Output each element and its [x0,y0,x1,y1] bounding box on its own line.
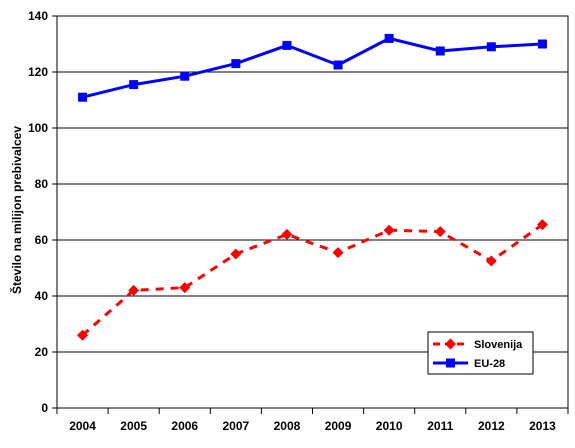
x-tick-label: 2007 [222,419,249,433]
data-point [434,226,446,238]
legend-box [427,331,534,375]
x-tick-label: 2004 [69,419,96,433]
data-point [333,60,343,70]
x-tick-label: 2011 [427,419,453,433]
data-point [179,282,191,294]
y-tick-label: 20 [35,345,49,359]
series-line [82,36,543,99]
y-tick-label: 120 [28,65,48,79]
legend-label: EU-28 [474,358,505,370]
y-tick-label: 60 [35,233,49,247]
data-point [446,358,455,368]
data-point [485,255,497,267]
series [77,33,548,341]
axes [52,15,569,414]
data-point [282,40,292,50]
data-point [486,42,496,52]
data-point [332,247,344,259]
legend: Slovenija EU-28 [427,331,534,375]
x-tick-label: 2006 [171,419,198,433]
data-point [230,248,242,260]
series-slovenija [77,219,548,341]
x-tick-label: 2008 [274,419,301,433]
y-tick-label: 40 [35,289,49,303]
data-point [435,46,445,56]
series-eu-28 [78,33,547,102]
grid-lines [57,15,568,409]
data-point [77,329,89,341]
x-tick-label: 2012 [478,419,505,433]
y-tick-label: 100 [28,121,48,135]
y-tick-labels: 0 20 40 60 80 100 120 140 [28,9,48,415]
x-tick-labels: 2004 2005 2006 2007 2008 2009 2010 2011 2012 2013 [69,419,556,433]
x-tick-label: 2010 [376,419,403,433]
data-point [180,71,190,81]
legend-label: Slovenija [474,339,523,351]
data-point [231,59,241,69]
data-point [78,92,88,102]
x-tick-label: 2005 [120,419,147,433]
data-point [129,80,139,90]
data-point [384,33,394,43]
data-point [281,228,293,240]
data-point [537,39,547,49]
data-point [128,284,140,296]
data-point [383,224,395,236]
y-axis-label: Število na milijon prebivalcev [9,126,24,294]
x-tick-label: 2009 [325,419,352,433]
y-tick-label: 80 [35,177,49,191]
x-tick-label: 2013 [529,419,556,433]
data-point [536,219,548,231]
y-tick-label: 0 [41,401,48,415]
data-point [445,338,456,350]
y-tick-label: 140 [28,9,48,23]
series-line [81,223,544,337]
